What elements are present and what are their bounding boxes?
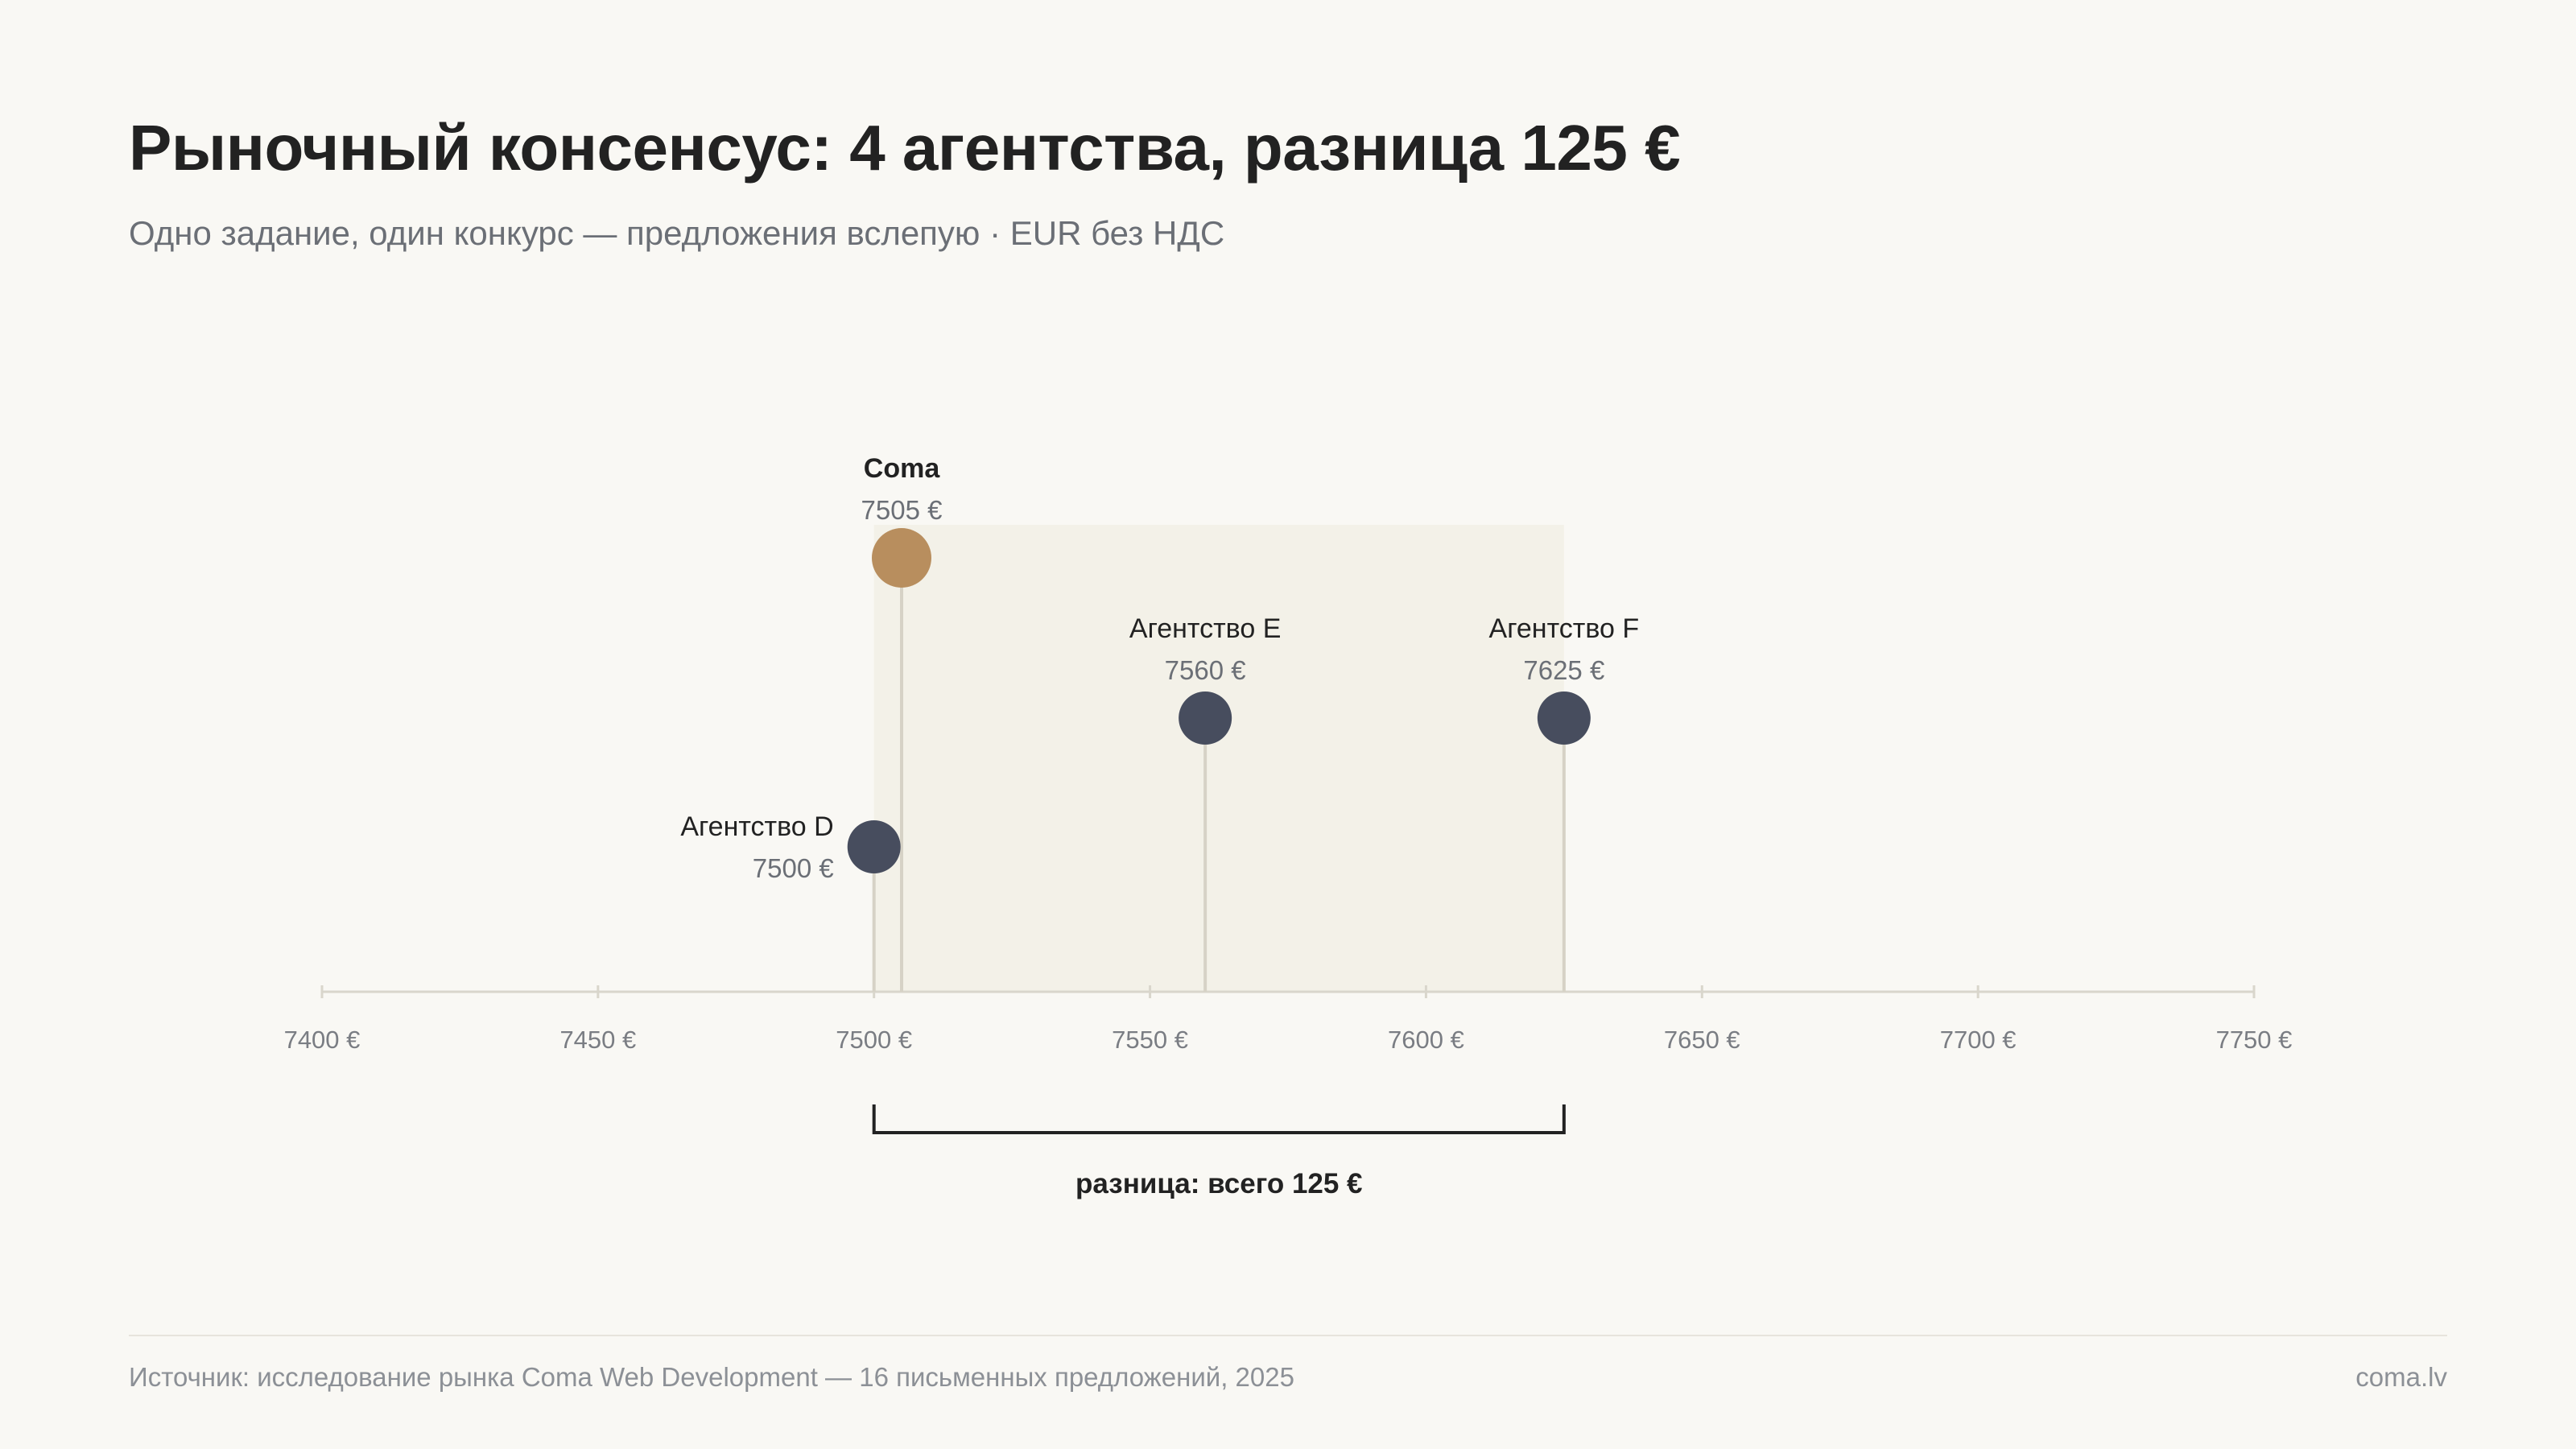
source-note: Источник: исследование рынка Coma Web De… <box>129 1362 1294 1392</box>
point-name-label: Агентство F <box>1489 613 1640 644</box>
point-value-label: 7560 € <box>1165 655 1246 685</box>
footer-divider <box>129 1335 2447 1336</box>
point-marker <box>1537 691 1591 745</box>
point-marker <box>872 528 931 588</box>
point-marker <box>1179 691 1232 745</box>
x-axis-ticks: 7400 € 7450 € 7500 € 7550 € 7600 € 7650 € 7700… <box>284 985 2293 1054</box>
range-bracket: разница: всего 125 € <box>872 1104 1566 1199</box>
point-value-label: 7505 € <box>861 495 943 525</box>
chart-subtitle: Одно задание, один конкурс — предложения… <box>129 214 1225 252</box>
point-name-label: Coma <box>864 453 941 484</box>
x-tick-label: 7600 € <box>1388 1026 1464 1054</box>
chart-title: Рыночный консенсус: 4 агентства, разница… <box>129 112 1681 184</box>
range-label: разница: всего 125 € <box>1075 1168 1363 1199</box>
point-name-label: Агентство D <box>680 811 833 842</box>
x-tick-label: 7550 € <box>1112 1026 1188 1054</box>
x-tick-label: 7750 € <box>2216 1026 2293 1054</box>
x-tick-label: 7400 € <box>284 1026 361 1054</box>
data-point: Coma 7505 € <box>861 453 943 992</box>
point-value-label: 7625 € <box>1523 655 1604 685</box>
x-tick-label: 7650 € <box>1664 1026 1740 1054</box>
x-tick-label: 7700 € <box>1940 1026 2017 1054</box>
range-band <box>873 525 1564 992</box>
range-bracket-line <box>872 1104 1566 1134</box>
x-tick-label: 7450 € <box>559 1026 636 1054</box>
data-point: Агентство F 7625 € <box>1489 613 1640 992</box>
data-points: Coma 7505 € Агентство D 7500 € Агентство E 75… <box>680 453 1639 992</box>
point-name-label: Агентство E <box>1129 613 1282 644</box>
x-tick-label: 7500 € <box>836 1026 912 1054</box>
point-value-label: 7500 € <box>753 853 834 883</box>
site-link[interactable]: coma.lv <box>2355 1362 2447 1392</box>
data-point: Агентство D 7500 € <box>680 811 901 992</box>
point-marker <box>847 820 901 873</box>
data-point: Агентство E 7560 € <box>1129 613 1282 992</box>
